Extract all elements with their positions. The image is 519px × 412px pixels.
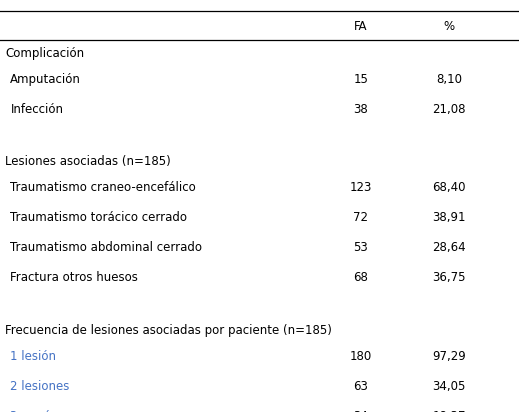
Text: 34,05: 34,05 — [432, 379, 466, 393]
Text: 68: 68 — [353, 271, 368, 284]
Text: 8,10: 8,10 — [436, 73, 462, 86]
Text: 123: 123 — [349, 181, 372, 194]
Text: Fractura otros huesos: Fractura otros huesos — [10, 271, 138, 284]
Text: 2 lesiones: 2 lesiones — [10, 379, 70, 393]
Text: Complicación: Complicación — [5, 47, 84, 60]
Text: 1 lesión: 1 lesión — [10, 349, 57, 363]
Text: 21,08: 21,08 — [432, 103, 466, 116]
Text: 36,75: 36,75 — [432, 271, 466, 284]
Text: Traumatismo abdominal cerrado: Traumatismo abdominal cerrado — [10, 241, 202, 254]
Text: 97,29: 97,29 — [432, 349, 466, 363]
Text: 63: 63 — [353, 379, 368, 393]
Text: Traumatismo craneo-encefálico: Traumatismo craneo-encefálico — [10, 181, 196, 194]
Text: Amputación: Amputación — [10, 73, 81, 86]
Text: Traumatismo torácico cerrado: Traumatismo torácico cerrado — [10, 211, 187, 224]
Text: Frecuencia de lesiones asociadas por paciente (n=185): Frecuencia de lesiones asociadas por pac… — [5, 324, 332, 337]
Text: 18,37: 18,37 — [432, 410, 466, 412]
Text: Infección: Infección — [10, 103, 63, 116]
Text: 38,91: 38,91 — [432, 211, 466, 224]
Text: 53: 53 — [353, 241, 368, 254]
Text: 3 o más: 3 o más — [10, 410, 57, 412]
Text: 34: 34 — [353, 410, 368, 412]
Text: 180: 180 — [350, 349, 372, 363]
Text: FA: FA — [354, 20, 367, 33]
Text: 68,40: 68,40 — [432, 181, 466, 194]
Text: 38: 38 — [353, 103, 368, 116]
Text: 72: 72 — [353, 211, 368, 224]
Text: Lesiones asociadas (n=185): Lesiones asociadas (n=185) — [5, 155, 171, 169]
Text: 28,64: 28,64 — [432, 241, 466, 254]
Text: %: % — [443, 20, 455, 33]
Text: 15: 15 — [353, 73, 368, 86]
